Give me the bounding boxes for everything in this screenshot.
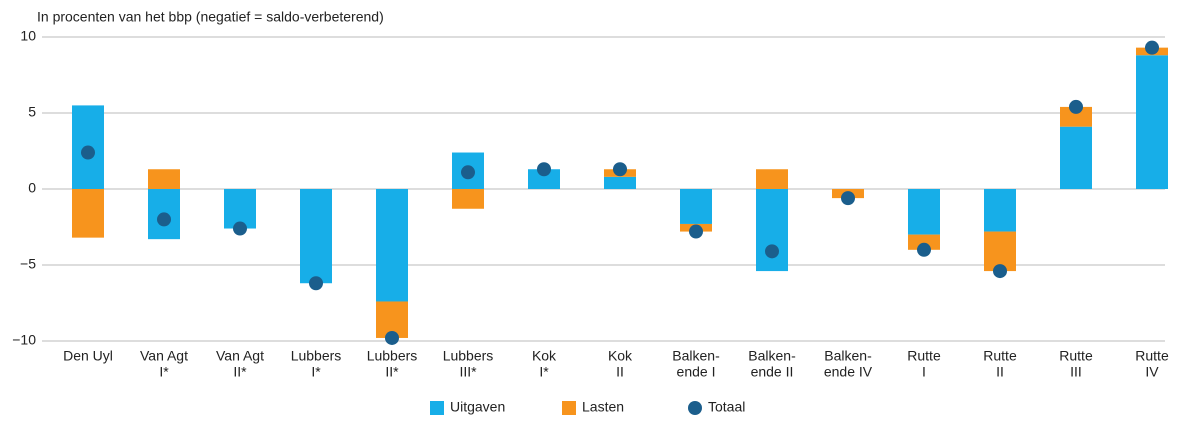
bar xyxy=(908,189,940,235)
total-dot xyxy=(461,165,475,180)
x-tick-label: Kok xyxy=(532,348,557,364)
total-dot xyxy=(309,276,323,291)
x-tick-label: Lubbers xyxy=(367,348,418,364)
total-dot xyxy=(993,264,1007,279)
bar xyxy=(300,189,332,284)
x-tick-label: I xyxy=(922,364,926,380)
total-dot xyxy=(81,145,95,160)
bar xyxy=(1136,55,1168,189)
bar xyxy=(680,189,712,224)
x-tick-label: II xyxy=(996,364,1004,380)
bar xyxy=(756,169,788,189)
x-tick-label: ende IV xyxy=(824,364,873,380)
x-tick-label: II xyxy=(616,364,624,380)
x-tick-label: I* xyxy=(159,364,169,380)
total-dot xyxy=(1145,40,1159,55)
x-tick-label: ende II xyxy=(751,364,794,380)
bar xyxy=(1060,126,1092,189)
y-tick-label: −5 xyxy=(20,256,36,272)
x-tick-label: III xyxy=(1070,364,1082,380)
total-dot xyxy=(233,221,247,236)
bar xyxy=(1060,106,1092,127)
y-tick-label: −10 xyxy=(12,332,36,348)
x-tick-label: Balken- xyxy=(672,348,720,364)
bar xyxy=(528,169,560,189)
x-tick-label: Balken- xyxy=(824,348,872,364)
total-dot xyxy=(765,244,779,259)
x-tick-label: Rutte xyxy=(983,348,1017,364)
total-dot xyxy=(1069,99,1083,114)
x-tick-label: Kok xyxy=(608,348,633,364)
x-tick-label: Van Agt xyxy=(216,348,264,364)
x-tick-label: Balken- xyxy=(748,348,796,364)
legend-label: Totaal xyxy=(708,399,745,415)
legend-swatch xyxy=(430,401,444,415)
x-tick-label: Den Uyl xyxy=(63,348,113,364)
x-tick-label: II* xyxy=(233,364,247,380)
x-tick-label: ende I xyxy=(677,364,716,380)
bar xyxy=(72,189,104,238)
chart-title: In procenten van het bbp (negatief = sal… xyxy=(37,9,384,25)
total-dot xyxy=(537,162,551,177)
x-tick-label: Rutte xyxy=(1135,348,1169,364)
x-tick-label: Rutte xyxy=(907,348,941,364)
total-dot xyxy=(157,212,171,227)
x-tick-label: Van Agt xyxy=(140,348,188,364)
y-tick-label: 0 xyxy=(28,180,36,196)
x-tick-label: Lubbers xyxy=(443,348,494,364)
total-dot xyxy=(917,242,931,257)
y-tick-label: 10 xyxy=(20,28,36,44)
bar xyxy=(148,169,180,189)
x-tick-label: III* xyxy=(459,364,477,380)
total-dot xyxy=(613,162,627,177)
x-tick-label: Lubbers xyxy=(291,348,342,364)
legend-swatch xyxy=(562,401,576,415)
total-dot xyxy=(385,330,399,345)
bar xyxy=(376,189,408,302)
total-dot xyxy=(689,224,703,239)
y-tick-label: 5 xyxy=(28,104,36,120)
x-tick-label: I* xyxy=(311,364,321,380)
x-tick-label: II* xyxy=(385,364,399,380)
x-tick-label: Rutte xyxy=(1059,348,1093,364)
legend-label: Uitgaven xyxy=(450,399,505,415)
bar xyxy=(452,189,484,209)
bar xyxy=(984,189,1016,232)
total-dot xyxy=(841,191,855,206)
legend-label: Lasten xyxy=(582,399,624,415)
legend-swatch xyxy=(688,401,702,415)
bar xyxy=(756,189,788,272)
bar xyxy=(604,176,636,189)
x-tick-label: IV xyxy=(1145,364,1159,380)
bar xyxy=(908,234,940,250)
x-tick-label: I* xyxy=(539,364,549,380)
